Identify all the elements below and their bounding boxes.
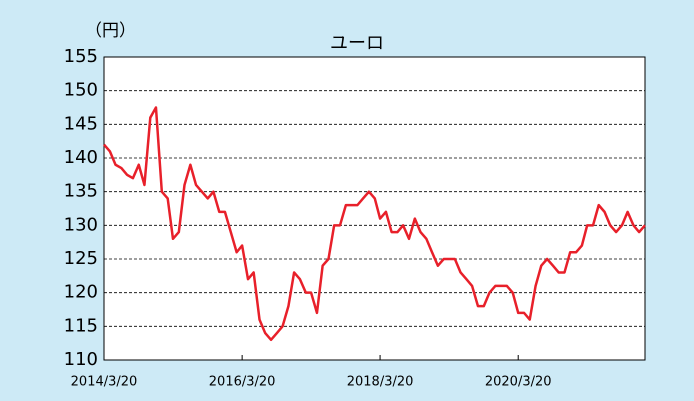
y-tick-label: 120 xyxy=(64,282,98,303)
y-tick-label: 150 xyxy=(64,80,98,101)
price-line xyxy=(103,106,646,342)
x-tick-label: 2014/3/20 xyxy=(71,375,138,390)
y-unit: （円） xyxy=(85,21,136,41)
y-tick-label: 135 xyxy=(64,181,98,202)
y-tick-label: 115 xyxy=(64,315,98,336)
chart-title: ユーロ xyxy=(330,33,384,54)
y-tick-label: 140 xyxy=(64,147,98,168)
x-tick-label: 2016/3/20 xyxy=(209,375,276,390)
y-tick-label: 110 xyxy=(64,349,98,370)
x-tick-label: 2020/3/20 xyxy=(485,375,552,390)
x-tick-label: 2018/3/20 xyxy=(347,375,414,390)
y-tick-label: 145 xyxy=(64,113,98,134)
y-tick-label: 155 xyxy=(64,46,98,67)
y-tick-label: 125 xyxy=(64,248,98,269)
plot-area xyxy=(103,56,646,361)
y-tick-label: 130 xyxy=(64,214,98,235)
